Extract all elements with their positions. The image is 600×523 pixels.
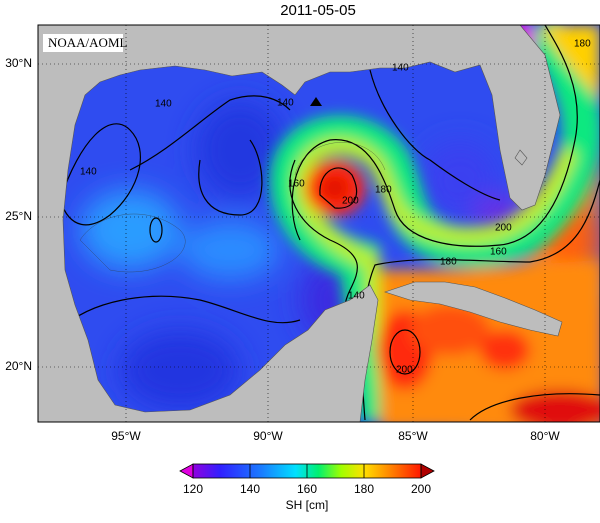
credit-box xyxy=(43,34,123,52)
lon-label: 90°W xyxy=(253,429,283,443)
lat-label: 20°N xyxy=(5,359,32,373)
cuba xyxy=(384,281,563,337)
contour-label: 140 xyxy=(392,63,409,74)
land xyxy=(38,25,563,422)
contour-label: 200 xyxy=(396,365,413,376)
contour-label: 140 xyxy=(348,291,365,302)
island xyxy=(514,149,528,166)
contour-label: 180 xyxy=(574,39,591,50)
lat-label: 30°N xyxy=(5,56,32,70)
colorbar-tick-label: 140 xyxy=(240,482,260,496)
credit: NOAA/AOML xyxy=(48,35,128,50)
contour-label: 200 xyxy=(342,196,359,207)
contour-label: 140 xyxy=(277,98,294,109)
graticule xyxy=(38,25,600,422)
contour-labels: 140 140 140 160 180 200 180 160 200 140 … xyxy=(80,39,591,376)
contour-label: 200 xyxy=(495,223,512,234)
colorbar-tick-label: 160 xyxy=(297,482,317,496)
coastline xyxy=(38,25,561,422)
lon-label: 85°W xyxy=(398,429,428,443)
colorbar-low-arrow xyxy=(179,463,194,479)
colorbar: SH [cm] 120 140 160 180 200 xyxy=(179,463,435,512)
lon-label: 80°W xyxy=(530,429,560,443)
contour-label: 180 xyxy=(375,185,392,196)
colorbar-tick-label: 120 xyxy=(183,482,203,496)
contour-label: 140 xyxy=(155,99,172,110)
contour-label: 140 xyxy=(80,167,97,178)
lat-label: 25°N xyxy=(5,209,32,223)
contour-label: 160 xyxy=(490,247,507,258)
colorbar-tick-label: 200 xyxy=(411,482,431,496)
colorbar-tick-label: 180 xyxy=(354,482,374,496)
colorbar-label: SH [cm] xyxy=(286,498,329,512)
colorbar-high-arrow xyxy=(420,463,435,479)
map-frame xyxy=(37,24,600,423)
lon-label: 95°W xyxy=(111,429,141,443)
map-title: 2011-05-05 xyxy=(280,2,356,19)
contour-label: 160 xyxy=(288,179,305,190)
contour-label: 180 xyxy=(440,257,457,268)
station-marker xyxy=(310,97,322,106)
